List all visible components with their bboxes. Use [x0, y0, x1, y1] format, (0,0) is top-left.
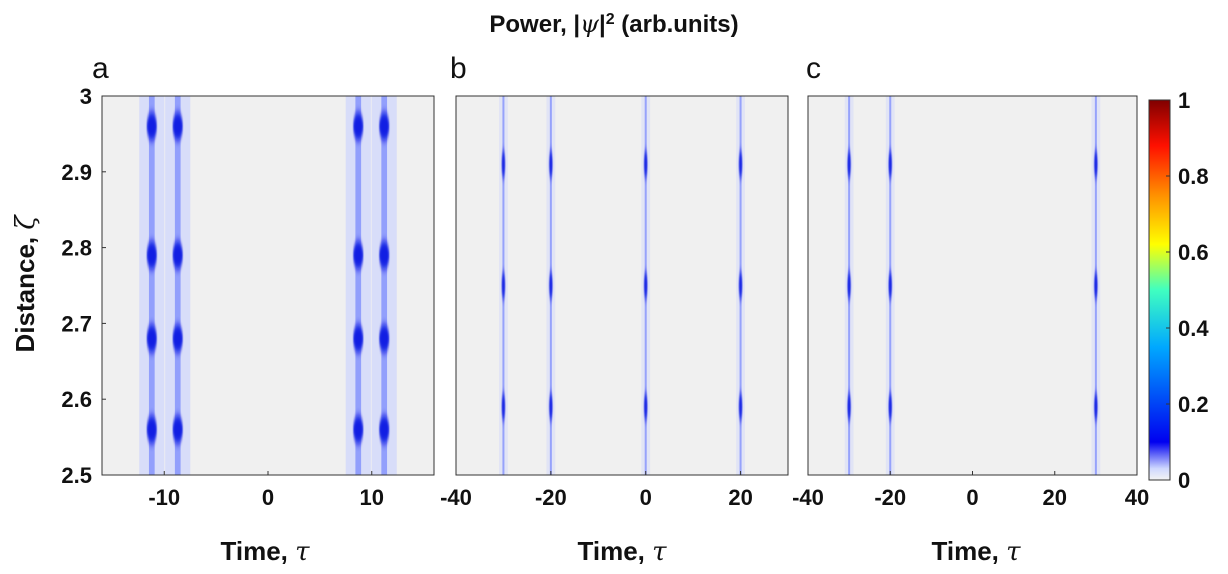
intensity-peak	[1094, 271, 1098, 300]
x-tick-label: 0	[966, 485, 978, 510]
xlabel-a-symbol: τ	[295, 537, 310, 567]
intensity-peak	[847, 150, 851, 179]
figure-title: Power, |ψ|2 (arb.units)	[489, 10, 738, 38]
y-tick-label: 3	[80, 84, 92, 109]
pulse-track	[381, 96, 388, 475]
intensity-peak	[146, 112, 157, 141]
intensity-peak	[353, 415, 364, 444]
intensity-peak	[1094, 150, 1098, 179]
intensity-peak	[501, 271, 506, 300]
y-tick-label: 2.7	[61, 311, 92, 336]
intensity-peak	[738, 271, 743, 300]
colorbar: 0 0.2 0.4 0.6 0.8 1	[1148, 88, 1209, 493]
y-tick-label: 2.8	[61, 236, 92, 261]
y-tick-label: 2.9	[61, 160, 92, 185]
x-axis-title-b: Time, τ	[577, 536, 667, 567]
intensity-peak	[888, 392, 893, 421]
intensity-peak	[172, 415, 183, 444]
x-tick-label: 0	[640, 485, 652, 510]
colorbar-tick-label: 0.2	[1178, 392, 1209, 417]
y-axis-title: Distance, ζ	[10, 214, 41, 353]
intensity-peak	[888, 271, 893, 300]
xlabel-b-prefix: Time,	[577, 536, 652, 566]
intensity-peak	[379, 324, 390, 353]
intensity-peak	[146, 324, 157, 353]
intensity-peak	[549, 150, 553, 179]
intensity-peak	[146, 241, 157, 270]
xlabel-a-prefix: Time,	[220, 536, 295, 566]
pulse-track	[355, 96, 362, 475]
heatmap-panel-c: -40 -20 0 20 40	[792, 95, 1149, 510]
title-symbol: ψ	[580, 10, 600, 38]
intensity-peak	[643, 271, 648, 300]
xlabel-c-prefix: Time,	[931, 536, 1006, 566]
x-tick-label: -40	[792, 485, 824, 510]
x-tick-label: 10	[360, 485, 384, 510]
xlabel-b-symbol: τ	[652, 537, 667, 567]
x-tick-label: 40	[1125, 485, 1149, 510]
heatmap-panel-a: -10 0 10 2.5 2.6 2.7 2.8 2.9 3	[61, 84, 435, 510]
intensity-peak	[1094, 392, 1098, 421]
intensity-peak	[643, 392, 648, 421]
title-prefix: Power, |	[489, 11, 580, 38]
ylabel-prefix: Distance,	[10, 230, 40, 353]
x-tick-label: -20	[874, 485, 906, 510]
x-tick-label: -20	[535, 485, 567, 510]
intensity-peak	[146, 415, 157, 444]
x-tick-label: 0	[262, 485, 274, 510]
plot-frame	[455, 95, 789, 476]
intensity-peak	[738, 150, 743, 179]
intensity-peak	[379, 415, 390, 444]
intensity-peak	[501, 392, 506, 421]
colorbar-tick-label: 0	[1178, 468, 1190, 493]
intensity-peak	[353, 241, 364, 270]
plot-area	[456, 96, 788, 475]
ylabel-symbol: ζ	[11, 214, 41, 230]
pulse-track	[174, 96, 181, 475]
heatmap-panel-b: -40 -20 0 20	[440, 95, 789, 510]
x-tick-label: 20	[728, 485, 752, 510]
intensity-peak	[847, 392, 851, 421]
intensity-peak	[549, 271, 553, 300]
y-tick-label: 2.5	[61, 463, 92, 488]
plot-area	[808, 96, 1137, 475]
x-tick-label: -10	[148, 485, 180, 510]
x-axis-title-c: Time, τ	[931, 536, 1021, 567]
intensity-peak	[353, 324, 364, 353]
colorbar-tick-label: 0.6	[1178, 240, 1209, 265]
colorbar-tick-label: 0.4	[1178, 316, 1209, 341]
panel-b-letter: b	[450, 52, 467, 85]
title-suffix: (arb.units)	[615, 11, 739, 38]
intensity-peak	[847, 271, 851, 300]
x-tick-label: -40	[440, 485, 472, 510]
intensity-peak	[172, 241, 183, 270]
x-axis-title-a: Time, τ	[220, 536, 310, 567]
x-tick-label: 20	[1043, 485, 1067, 510]
intensity-peak	[353, 112, 364, 141]
intensity-peak	[172, 112, 183, 141]
intensity-peak	[738, 392, 743, 421]
intensity-peak	[379, 112, 390, 141]
title-bar: |	[599, 11, 606, 38]
colorbar-tick-label: 0.8	[1178, 164, 1209, 189]
intensity-peak	[549, 392, 553, 421]
y-tick-label: 2.6	[61, 387, 92, 412]
pulse-track	[148, 96, 155, 475]
panel-c-letter: c	[806, 52, 821, 85]
intensity-peak	[888, 150, 893, 179]
intensity-peak	[643, 150, 648, 179]
title-exponent: 2	[606, 11, 615, 28]
colorbar-gradient	[1148, 99, 1171, 481]
intensity-peak	[501, 150, 506, 179]
xlabel-c-symbol: τ	[1006, 537, 1021, 567]
colorbar-tick-label: 1	[1178, 88, 1190, 113]
intensity-peak	[172, 324, 183, 353]
intensity-peak	[379, 241, 390, 270]
panel-a-letter: a	[92, 52, 109, 85]
